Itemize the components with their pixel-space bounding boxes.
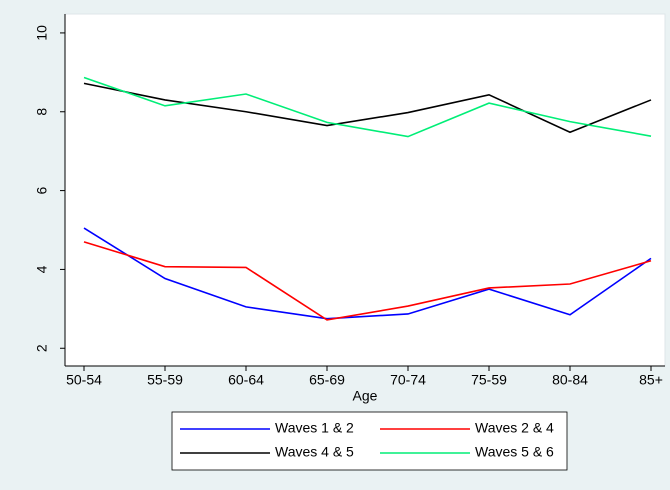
y-tick-label: 4 <box>34 265 50 273</box>
x-tick-label: 70-74 <box>390 372 426 388</box>
x-tick-label: 55-59 <box>147 372 183 388</box>
legend-label: Waves 2 & 4 <box>475 420 554 436</box>
x-tick-label: 75-59 <box>471 372 507 388</box>
legend-label: Waves 4 & 5 <box>275 444 354 460</box>
x-tick-label: 80-84 <box>552 372 588 388</box>
x-tick-label: 85+ <box>639 372 663 388</box>
legend <box>171 411 568 471</box>
x-tick-label: 65-69 <box>309 372 345 388</box>
y-tick-label: 8 <box>34 108 50 116</box>
y-tick-label: 2 <box>34 344 50 352</box>
legend-label: Waves 1 & 2 <box>275 420 354 436</box>
legend-label: Waves 5 & 6 <box>475 444 554 460</box>
series-line <box>83 241 652 321</box>
plot-area <box>64 13 666 367</box>
series-line <box>83 227 652 320</box>
y-tick-label: 10 <box>34 25 50 41</box>
y-tick-label: 6 <box>34 186 50 194</box>
x-tick-label: 50-54 <box>66 372 102 388</box>
series-line <box>83 76 652 138</box>
x-tick-label: 60-64 <box>228 372 264 388</box>
series-line <box>83 82 652 134</box>
x-axis-label: Age <box>353 388 378 404</box>
